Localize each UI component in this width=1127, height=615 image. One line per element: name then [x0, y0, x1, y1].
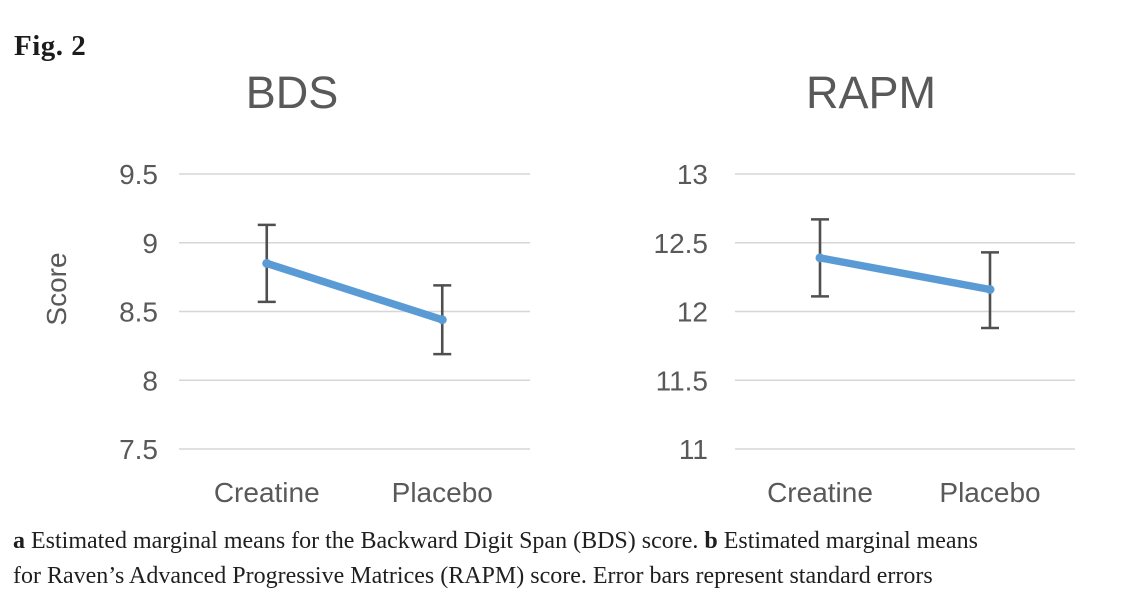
caption-panel-b-label: b — [704, 528, 718, 554]
caption-line-2: for Raven’s Advanced Progressive Matrice… — [13, 563, 933, 589]
data-point — [985, 285, 995, 294]
caption-panel-a-text: Estimated marginal means for the Backwar… — [31, 528, 699, 554]
category-label: Placebo — [392, 477, 493, 508]
y-tick-label: 8.5 — [119, 297, 158, 328]
y-tick-label: 8 — [142, 365, 158, 396]
figure-label: Fig. 2 — [14, 30, 87, 62]
data-point — [262, 258, 272, 268]
data-line — [816, 254, 994, 294]
y-tick-label: 12.5 — [654, 228, 709, 259]
rapm-chart-title: RAPM — [805, 67, 936, 118]
y-tick-label: 13 — [677, 159, 708, 190]
y-tick-label: 12 — [677, 297, 708, 328]
y-tick-label: 9.5 — [119, 159, 158, 190]
data-point — [437, 315, 447, 325]
caption-panel-b-text: Estimated marginal means — [723, 528, 978, 554]
data-point — [815, 253, 825, 263]
y-tick-label: 7.5 — [119, 434, 158, 465]
caption-line-1: a Estimated marginal means for the Backw… — [13, 524, 1123, 559]
rapm-plot: 11 11.5 12 12.5 13 Creatine Placebo — [654, 159, 1075, 508]
y-tick-label: 11 — [679, 434, 708, 465]
category-label: Creatine — [214, 477, 320, 508]
bds-chart-title: BDS — [245, 67, 339, 118]
category-label: Placebo — [939, 477, 1040, 508]
category-label: Creatine — [767, 477, 873, 508]
y-tick-label: 9 — [142, 228, 158, 259]
data-line — [263, 259, 446, 324]
y-tick-label: 11.5 — [656, 365, 708, 396]
caption-panel-a-label: a — [13, 528, 25, 554]
bds-plot: 7.5 8 8.5 9 9.5 Creatine Placebo — [119, 159, 530, 508]
figure-caption: a Estimated marginal means for the Backw… — [13, 524, 1123, 594]
